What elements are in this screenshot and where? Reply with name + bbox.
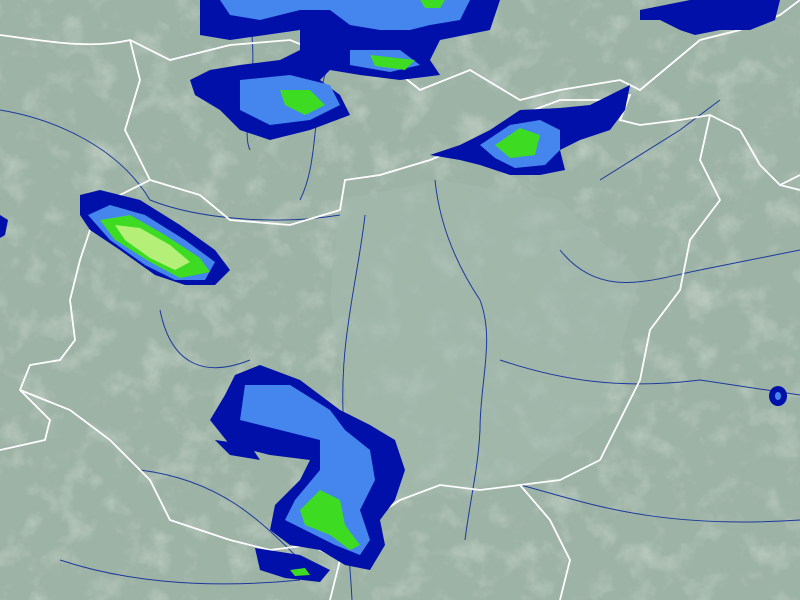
precip-cell-north xyxy=(190,0,500,140)
great-plain xyxy=(330,180,640,500)
rivers xyxy=(0,19,800,600)
precipitation-cells xyxy=(0,0,787,582)
precip-cell-northeast-corner xyxy=(640,0,780,35)
precip-cell-southeast xyxy=(769,386,787,406)
precip-cell-west xyxy=(80,190,230,285)
precip-cell-east xyxy=(430,85,630,175)
precip-cell-south xyxy=(210,365,405,582)
precip-cell-west-edge xyxy=(0,215,8,238)
